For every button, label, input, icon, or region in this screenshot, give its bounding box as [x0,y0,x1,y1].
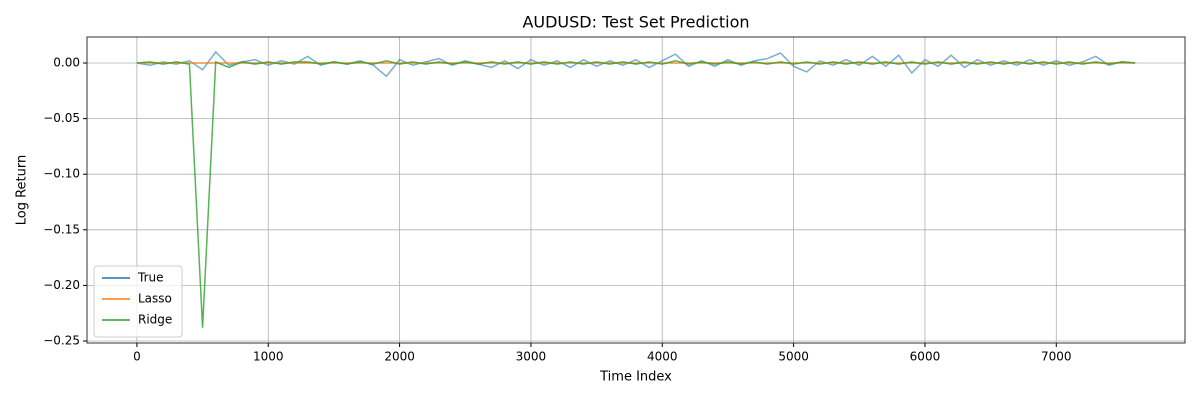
series-line [136,50,1136,78]
chart-title: AUDUSD: Test Set Prediction [522,13,749,32]
x-tick-label: 4000 [647,350,678,364]
x-tick-label: 2000 [384,350,415,364]
y-tick-label: −0.05 [43,111,80,125]
legend-label: True [137,271,164,285]
x-tick-label: 1000 [253,350,284,364]
y-axis-label: Log Return [15,155,30,226]
plot-frame [86,36,1186,344]
series-line [136,60,1136,328]
x-tick-label: 5000 [778,350,809,364]
x-tick-label: 0 [133,350,141,364]
legend-label: Lasso [138,292,172,306]
x-tick-label: 3000 [516,350,547,364]
y-tick-label: −0.15 [43,222,80,236]
x-axis-label: Time Index [599,370,672,385]
y-tick-label: −0.20 [43,278,80,292]
y-tick-label: −0.25 [43,333,80,347]
y-tick-label: 0.00 [53,56,80,70]
x-tick-label: 6000 [910,350,941,364]
x-tick-label: 7000 [1041,350,1072,364]
y-tick-label: −0.10 [43,167,80,181]
legend-label: Ridge [138,313,172,327]
